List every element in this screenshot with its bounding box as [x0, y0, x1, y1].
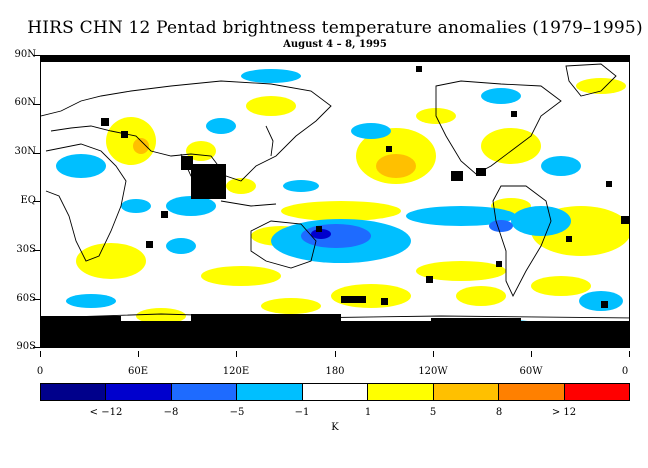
- x-tick: [531, 351, 532, 357]
- y-tick: [33, 201, 40, 202]
- warm-anomaly-regions: [76, 78, 629, 324]
- colorbar: [40, 383, 630, 401]
- y-tick: [33, 347, 40, 348]
- x-label-60w: 60W: [519, 366, 543, 377]
- anomaly-map: [40, 55, 630, 348]
- colorbar-segment: [171, 384, 238, 400]
- colorbar-segment: [368, 384, 434, 400]
- x-label-120e: 120E: [222, 366, 250, 377]
- colorbar-segment: [106, 384, 172, 400]
- y-tick: [33, 250, 40, 251]
- x-label-0-end: 0: [621, 366, 629, 377]
- coastline-outlines: [41, 63, 629, 319]
- colorbar-label: −5: [229, 407, 245, 418]
- colorbar-label: 8: [495, 407, 503, 418]
- missing-data-regions: [41, 56, 629, 347]
- strong-warm-anomaly-regions: [133, 138, 416, 178]
- x-tick: [40, 351, 41, 357]
- y-label-90n: 90N: [14, 49, 36, 60]
- x-tick: [433, 351, 434, 357]
- colorbar-unit: K: [331, 422, 339, 433]
- colorbar-label: −8: [163, 407, 179, 418]
- x-label-180: 180: [325, 366, 345, 377]
- x-tick: [335, 351, 336, 357]
- y-label-90s: 90S: [16, 341, 36, 352]
- x-label-60e: 60E: [127, 366, 149, 377]
- anomaly-map-graphic: [41, 56, 629, 347]
- colorbar-segment: [302, 384, 369, 400]
- colorbar-label: 1: [364, 407, 372, 418]
- y-label-30s: 30S: [16, 244, 36, 255]
- y-label-eq: EQ: [20, 195, 37, 206]
- x-label-0: 0: [36, 366, 44, 377]
- colorbar-segment: [433, 384, 500, 400]
- y-tick: [33, 55, 40, 56]
- colorbar-label: < −12: [89, 407, 123, 418]
- map-title: HIRS CHN 12 Pentad brightness temperatur…: [27, 18, 643, 38]
- colorbar-segment: [499, 384, 565, 400]
- map-subtitle: August 4 – 8, 1995: [283, 39, 387, 50]
- x-tick: [629, 351, 630, 357]
- y-label-60s: 60S: [16, 293, 36, 304]
- y-tick: [33, 104, 40, 105]
- colorbar-segment: [564, 384, 629, 400]
- y-tick: [33, 153, 40, 154]
- colorbar-label: > 12: [551, 407, 577, 418]
- x-tick: [138, 351, 139, 357]
- y-label-60n: 60N: [14, 97, 36, 108]
- colorbar-label: 5: [429, 407, 437, 418]
- x-label-120w: 120W: [418, 366, 448, 377]
- colorbar-segment: [41, 384, 107, 400]
- y-tick: [33, 299, 40, 300]
- x-tick: [236, 351, 237, 357]
- colorbar-segment: [237, 384, 303, 400]
- y-label-30n: 30N: [14, 146, 36, 157]
- colorbar-label: −1: [294, 407, 310, 418]
